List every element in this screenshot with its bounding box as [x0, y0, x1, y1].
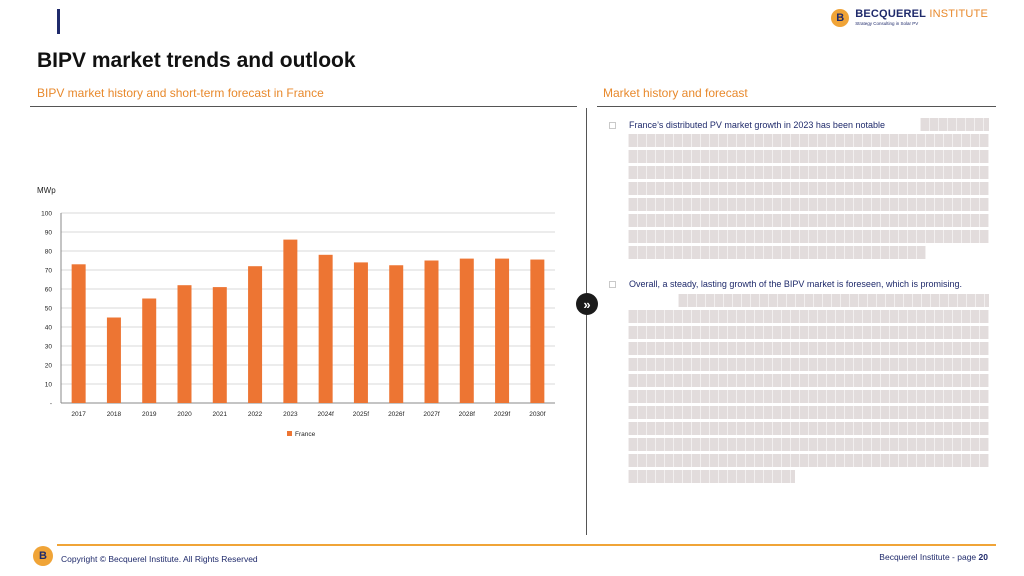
- x-tick-label: 2022: [248, 411, 263, 418]
- redacted-line: [628, 470, 795, 483]
- redacted-line: [628, 246, 926, 259]
- redacted-line: [628, 454, 989, 467]
- bar-2023: [283, 239, 298, 403]
- bullet-text: France’s distributed PV market growth in…: [629, 120, 885, 130]
- redacted-line: [678, 294, 989, 307]
- redacted-line: [628, 326, 989, 339]
- bar-2022: [248, 266, 263, 403]
- y-tick-label: 60: [45, 287, 53, 294]
- bar-2029f: [495, 258, 510, 403]
- redacted-line: [628, 422, 989, 435]
- company-logo: B BECQUEREL INSTITUTE Strategy Consultin…: [831, 9, 988, 27]
- x-tick-label: 2029f: [494, 411, 510, 418]
- bar-2019: [142, 298, 157, 403]
- bullet-item: Overall, a steady, lasting growth of the…: [609, 276, 989, 292]
- y-tick-label: 50: [45, 306, 53, 313]
- x-tick-label: 2030f: [529, 411, 545, 418]
- bar-2026f: [389, 265, 404, 403]
- bar-2020: [177, 285, 192, 403]
- redacted-line: [628, 342, 989, 355]
- copyright-text: Copyright © Becquerel Institute. All Rig…: [61, 554, 258, 564]
- bullet-square-icon: [609, 281, 616, 288]
- page-title: BIPV market trends and outlook: [37, 49, 356, 72]
- bar-2025f: [353, 262, 368, 403]
- logo-name: BECQUEREL: [855, 8, 927, 21]
- double-chevron-right-icon[interactable]: »: [576, 293, 598, 315]
- left-section-rule: [30, 106, 577, 107]
- x-tick-label: 2028f: [459, 411, 475, 418]
- y-tick-label: -: [50, 401, 52, 408]
- redacted-line: [628, 358, 989, 371]
- y-axis-label: MWp: [37, 186, 56, 195]
- page-number: Becquerel Institute - page 20: [879, 552, 988, 562]
- legend-swatch: [287, 431, 292, 436]
- x-tick-label: 2017: [71, 411, 86, 418]
- left-section-title: BIPV market history and short-term forec…: [37, 86, 324, 100]
- page-number-value: 20: [978, 552, 988, 562]
- x-tick-label: 2018: [107, 411, 122, 418]
- x-tick-label: 2021: [213, 411, 228, 418]
- redacted-line: [628, 310, 989, 323]
- bullet-square-icon: [609, 122, 616, 129]
- x-tick-label: 2025f: [353, 411, 369, 418]
- redacted-line: [628, 150, 989, 163]
- page-label: Becquerel Institute - page: [879, 552, 979, 562]
- bar-2017: [71, 264, 86, 403]
- redacted-line: [628, 438, 989, 451]
- y-tick-label: 20: [45, 363, 53, 370]
- redacted-line: [628, 406, 989, 419]
- logo-tagline: Strategy Consulting in Solar PV: [855, 21, 919, 27]
- redacted-line: [920, 118, 989, 131]
- bar-2018: [106, 317, 121, 403]
- redacted-line: [628, 198, 989, 211]
- redacted-line: [628, 134, 989, 147]
- x-tick-label: 2023: [283, 411, 298, 418]
- redacted-line: [628, 390, 989, 403]
- accent-bar: [57, 9, 60, 34]
- footer-logo-icon: B: [33, 546, 53, 566]
- bullet-text: Overall, a steady, lasting growth of the…: [629, 279, 962, 289]
- x-tick-label: 2026f: [388, 411, 404, 418]
- x-tick-label: 2027f: [423, 411, 439, 418]
- bar-2021: [212, 287, 227, 403]
- logo-institute: INSTITUTE: [926, 8, 988, 21]
- bar-2030f: [530, 259, 545, 403]
- y-tick-label: 70: [45, 268, 53, 275]
- logo-icon: B: [831, 9, 850, 27]
- redacted-line: [628, 214, 989, 227]
- right-section-title: Market history and forecast: [603, 86, 748, 100]
- y-tick-label: 10: [45, 382, 53, 389]
- y-tick-label: 80: [45, 249, 53, 256]
- redacted-line: [628, 374, 989, 387]
- bar-2027f: [424, 260, 439, 403]
- legend-label: France: [295, 431, 316, 438]
- bar-2024f: [318, 254, 333, 403]
- y-tick-label: 90: [45, 230, 53, 237]
- x-tick-label: 2024f: [318, 411, 334, 418]
- column-divider: [586, 108, 587, 535]
- bar-2028f: [459, 258, 474, 403]
- redacted-line: [628, 166, 989, 179]
- y-tick-label: 40: [45, 325, 53, 332]
- x-tick-label: 2020: [177, 411, 192, 418]
- right-section-rule: [597, 106, 996, 107]
- y-tick-label: 100: [41, 211, 52, 218]
- bar-chart: MWp - 10 20 30 40 50 60 70 80 90 100 2017 2018 2019 202…: [37, 186, 555, 438]
- x-tick-label: 2019: [142, 411, 157, 418]
- redacted-line: [628, 230, 989, 243]
- redacted-line: [628, 182, 989, 195]
- y-tick-label: 30: [45, 344, 53, 351]
- bullet-item: France’s distributed PV market growth in…: [609, 117, 989, 133]
- footer-rule: [57, 544, 996, 546]
